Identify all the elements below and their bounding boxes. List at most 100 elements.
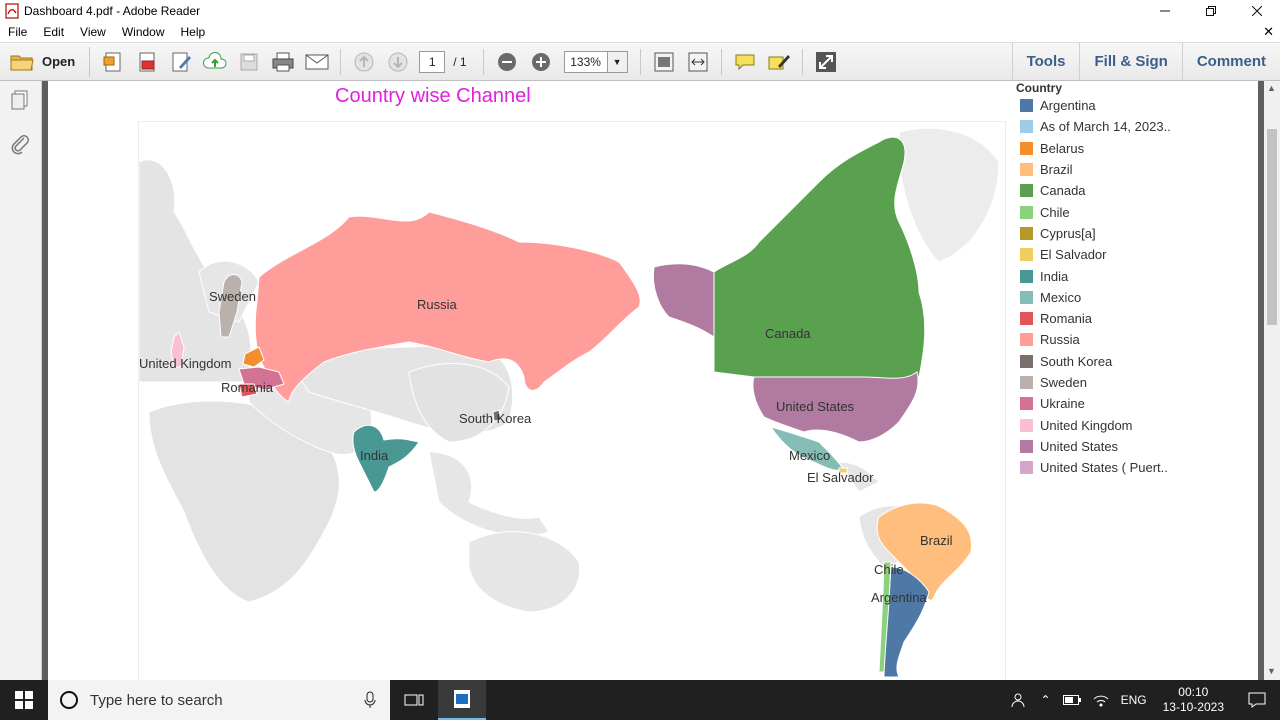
country-russia: [254, 211, 641, 403]
land-central-america: [838, 461, 880, 493]
legend-item[interactable]: Mexico: [1016, 287, 1196, 308]
legend-item[interactable]: Chile: [1016, 201, 1196, 222]
zoom-level-input[interactable]: 133%: [563, 50, 608, 73]
export-pdf-button[interactable]: [134, 49, 160, 75]
document-view: Country wise Channel: [42, 81, 1264, 681]
legend-item[interactable]: Belarus: [1016, 138, 1196, 159]
microphone-icon[interactable]: [364, 691, 376, 709]
land-australia: [468, 531, 581, 613]
create-pdf-button[interactable]: [100, 49, 126, 75]
restore-button[interactable]: [1188, 0, 1234, 22]
legend-item[interactable]: United Kingdom: [1016, 414, 1196, 435]
legend-item[interactable]: Canada: [1016, 180, 1196, 201]
edit-pdf-button[interactable]: [168, 49, 194, 75]
legend-item[interactable]: India: [1016, 265, 1196, 286]
open-label: Open: [42, 54, 76, 69]
country-brazil: [876, 502, 973, 601]
country-india: [352, 424, 420, 493]
legend-swatch: [1020, 439, 1033, 453]
legend-item[interactable]: Sweden: [1016, 372, 1196, 393]
open-button[interactable]: Open: [10, 46, 91, 77]
fill-sign-pane-button[interactable]: Fill & Sign: [1079, 43, 1181, 81]
task-view-button[interactable]: [390, 680, 438, 720]
legend-swatch: [1020, 461, 1033, 475]
language-indicator[interactable]: ENG: [1120, 693, 1147, 707]
start-button[interactable]: [0, 680, 48, 720]
country-belarus: [242, 346, 265, 368]
fit-width-button[interactable]: [685, 49, 711, 75]
close-window-button[interactable]: [1234, 0, 1280, 22]
previous-page-button[interactable]: [351, 49, 377, 75]
folder-icon: [10, 55, 34, 70]
wifi-icon[interactable]: [1087, 693, 1115, 707]
zoom-in-button[interactable]: [528, 49, 554, 75]
search-placeholder: Type here to search: [90, 691, 223, 709]
menu-file[interactable]: File: [8, 25, 28, 39]
legend-item[interactable]: Cyprus[a]: [1016, 223, 1196, 244]
tools-pane-button[interactable]: Tools: [1011, 43, 1080, 81]
land-china: [408, 363, 510, 443]
map-label-brazil: Brazil: [920, 533, 953, 548]
scroll-up-icon[interactable]: ▲: [1267, 83, 1276, 93]
restore-icon: [1206, 6, 1216, 16]
create-pdf-icon: [103, 52, 121, 71]
fit-page-button[interactable]: [651, 49, 677, 75]
save-button[interactable]: [236, 49, 262, 75]
legend-label: El Salvador: [1040, 247, 1107, 263]
sticky-note-button[interactable]: [732, 49, 758, 75]
pages-icon[interactable]: [9, 89, 31, 111]
legend-swatch: [1020, 269, 1033, 283]
attachment-icon[interactable]: [9, 133, 31, 155]
menu-window[interactable]: Window: [121, 25, 165, 39]
country-united-states: [752, 371, 919, 443]
legend-item[interactable]: Russia: [1016, 329, 1196, 350]
legend-label: United States ( Puert..: [1040, 460, 1168, 476]
system-tray: ⌃ ENG 00:10 13-10-2023: [1005, 680, 1280, 720]
vertical-scrollbar[interactable]: ▲ ▼: [1264, 81, 1280, 680]
taskbar-search-box[interactable]: Type here to search: [48, 680, 390, 720]
world-map: Russia Sweden United Kingdom Romania Sou…: [138, 121, 1006, 681]
next-page-button[interactable]: [385, 49, 411, 75]
upload-button[interactable]: [202, 49, 228, 75]
cortana-circle-icon: [60, 691, 78, 709]
system-clock[interactable]: 00:10 13-10-2023: [1153, 685, 1234, 715]
minimize-button[interactable]: [1142, 0, 1188, 22]
highlight-button[interactable]: [766, 49, 792, 75]
map-label-india: India: [360, 448, 389, 463]
scrollbar-thumb[interactable]: [1267, 129, 1277, 325]
legend-item[interactable]: El Salvador: [1016, 244, 1196, 265]
page-number-input[interactable]: 1: [419, 50, 446, 73]
taskbar-app-adobe-reader[interactable]: [438, 680, 486, 720]
chevron-up-icon[interactable]: ⌃: [1040, 693, 1051, 707]
zoom-out-button[interactable]: [494, 49, 520, 75]
country-romania: [238, 383, 258, 398]
close-document-icon[interactable]: ✕: [1263, 24, 1274, 39]
full-screen-button[interactable]: [813, 49, 839, 75]
export-pdf-icon: [139, 52, 155, 71]
menu-help[interactable]: Help: [180, 25, 206, 39]
legend-swatch: [1020, 99, 1033, 113]
comment-pane-button[interactable]: Comment: [1181, 43, 1280, 81]
legend-item[interactable]: South Korea: [1016, 351, 1196, 372]
menu-edit[interactable]: Edit: [43, 25, 65, 39]
people-icon[interactable]: [1005, 692, 1035, 708]
notifications-icon[interactable]: [1234, 692, 1280, 708]
battery-icon[interactable]: [1057, 695, 1087, 705]
legend-item[interactable]: Brazil: [1016, 159, 1196, 180]
legend-swatch: [1020, 248, 1033, 262]
page-total: / 1: [453, 54, 467, 69]
email-button[interactable]: [304, 49, 330, 75]
scroll-down-icon[interactable]: ▼: [1267, 666, 1276, 676]
legend-label: Chile: [1040, 204, 1070, 220]
legend-item[interactable]: Romania: [1016, 308, 1196, 329]
legend-item[interactable]: United States ( Puert..: [1016, 457, 1196, 478]
land-se-asia: [428, 451, 550, 537]
menu-view[interactable]: View: [80, 25, 106, 39]
legend-item[interactable]: As of March 14, 2023..: [1016, 116, 1196, 137]
zoom-dropdown-button[interactable]: ▼: [607, 50, 628, 73]
print-button[interactable]: [270, 49, 296, 75]
legend-item[interactable]: Ukraine: [1016, 393, 1196, 414]
legend-item[interactable]: United States: [1016, 436, 1196, 457]
legend-item[interactable]: Argentina: [1016, 95, 1196, 116]
window-title: Dashboard 4.pdf - Adobe Reader: [24, 4, 201, 18]
